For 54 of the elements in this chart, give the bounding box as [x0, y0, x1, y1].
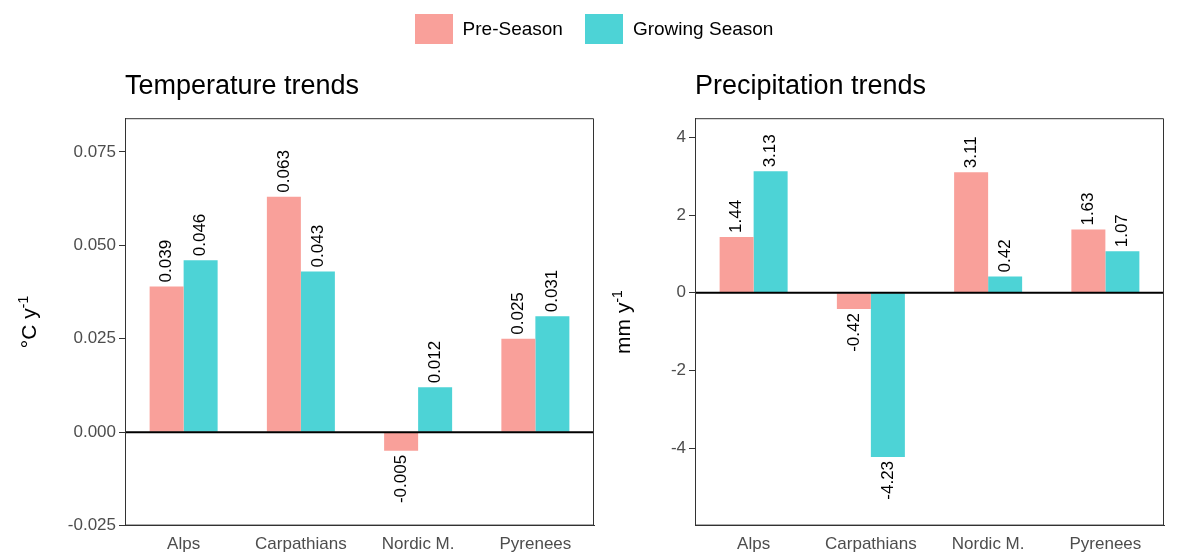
bar	[719, 236, 754, 293]
y-tick-label: -0.025	[67, 515, 116, 535]
data-label: 0.012	[424, 340, 444, 384]
data-label: 1.44	[726, 199, 746, 233]
data-label: 3.13	[760, 134, 780, 168]
x-tick-label: Nordic M.	[951, 534, 1025, 554]
chart-title: Precipitation trends	[695, 70, 927, 101]
data-label: 3.11	[960, 136, 980, 169]
x-tick-label: Nordic M.	[381, 534, 455, 554]
y-tick-label: 0.075	[73, 141, 116, 161]
x-tick-label: Carpathians	[255, 534, 347, 554]
data-label: -0.005	[390, 454, 410, 504]
y-tick-label: 0.000	[73, 421, 116, 441]
y-tick-label: -2	[670, 360, 686, 380]
data-label: 0.063	[273, 150, 293, 193]
x-tick-label: Carpathians	[825, 534, 917, 554]
legend-label: Growing Season	[632, 18, 774, 40]
bar	[988, 276, 1023, 293]
legend-label: Pre-Season	[462, 18, 563, 40]
y-tick-label: -4	[670, 437, 686, 457]
x-tick-label: Pyrenees	[499, 534, 572, 554]
bar	[149, 286, 184, 432]
x-tick-label: Alps	[167, 534, 201, 554]
bar	[266, 196, 301, 432]
data-label: 0.039	[156, 239, 176, 283]
y-tick-label: 0.025	[73, 328, 116, 348]
chart-title: Temperature trends	[125, 70, 360, 101]
y-tick-label: 0.050	[73, 234, 116, 254]
data-label: 1.07	[1112, 214, 1132, 248]
bar	[384, 432, 419, 451]
data-label: 0.043	[307, 224, 327, 268]
data-label: 0.046	[190, 213, 210, 257]
x-tick-label: Alps	[737, 534, 771, 554]
bar	[870, 293, 905, 457]
data-label: 0.42	[994, 239, 1014, 273]
bar	[501, 338, 536, 432]
bar	[1105, 251, 1140, 293]
bar	[1071, 229, 1106, 293]
bar	[418, 387, 453, 432]
bar	[300, 271, 335, 432]
y-tick-label: 2	[676, 204, 686, 224]
y-tick-label: 4	[676, 127, 686, 147]
data-label: 0.031	[542, 269, 562, 313]
bar	[183, 260, 218, 432]
x-tick-label: Pyrenees	[1069, 534, 1142, 554]
y-tick-label: 0	[676, 282, 686, 302]
data-label: 1.63	[1078, 192, 1098, 226]
data-label: -4.23	[877, 460, 897, 500]
bar	[753, 171, 788, 293]
bar	[836, 293, 871, 310]
bar	[535, 316, 570, 432]
data-label: -0.42	[843, 313, 863, 352]
bar	[954, 172, 989, 293]
data-label: 0.025	[508, 292, 528, 335]
